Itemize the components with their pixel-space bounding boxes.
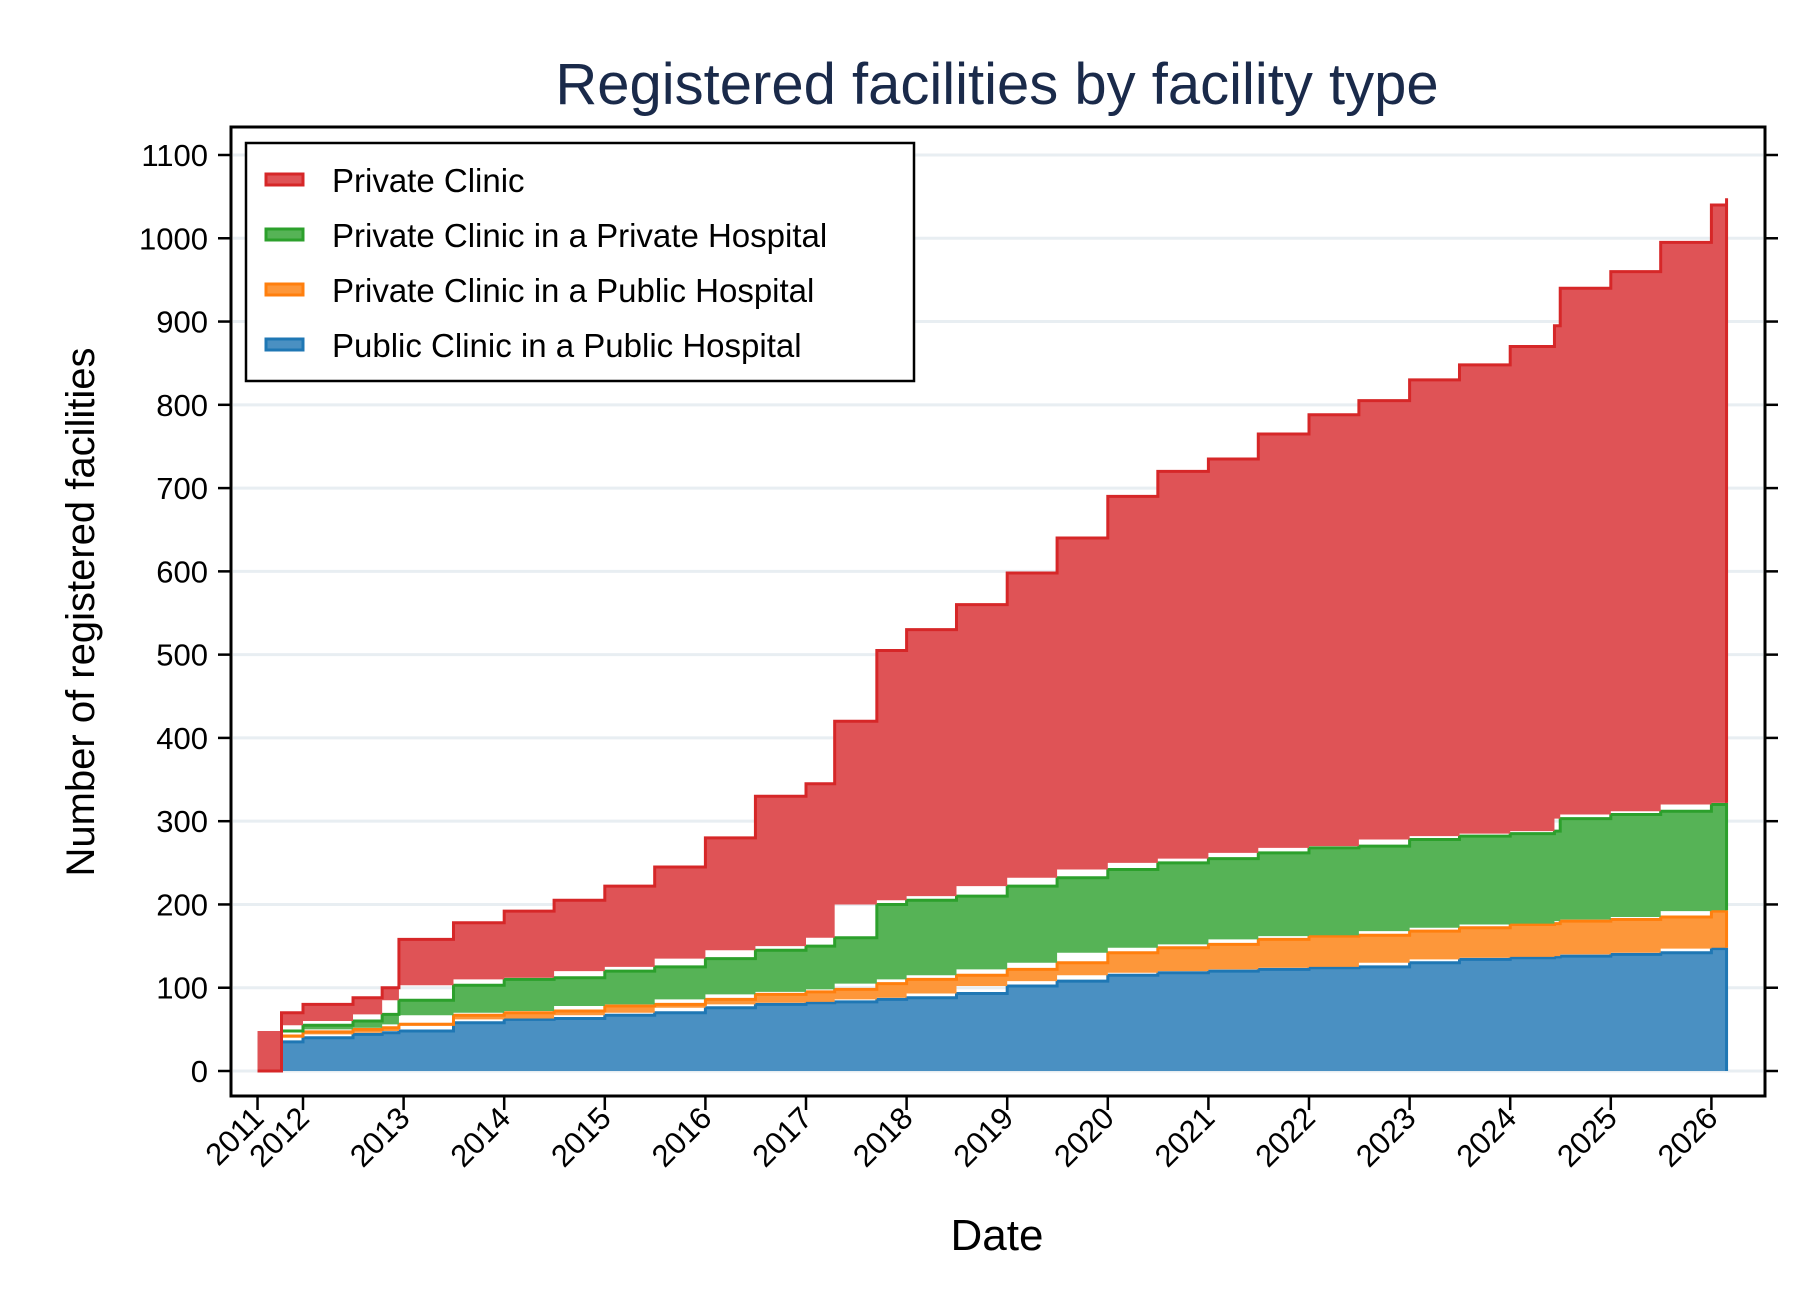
y-tick-label: 1100 bbox=[141, 138, 208, 173]
y-tick-label: 900 bbox=[156, 305, 208, 340]
legend-label: Private Clinic bbox=[332, 162, 525, 199]
legend-box bbox=[244, 141, 916, 383]
legend-swatch bbox=[264, 282, 305, 297]
x-tick-label: 2014 bbox=[444, 1100, 518, 1174]
legend-label: Private Clinic in a Public Hospital bbox=[332, 272, 814, 309]
x-tick-label: 2013 bbox=[343, 1100, 417, 1174]
x-tick-label: 2020 bbox=[1047, 1100, 1121, 1174]
series-line bbox=[257, 802, 1729, 1073]
y-tick-label: 100 bbox=[156, 971, 208, 1006]
x-tick-label: 2017 bbox=[745, 1100, 819, 1174]
area-public-clinic-in-a-public-hospital bbox=[257, 947, 1727, 1071]
y-tick-label: 500 bbox=[156, 638, 208, 673]
area-private-clinic-in-a-public-hospital bbox=[257, 910, 1727, 1071]
chart-title: Registered facilities by facility type bbox=[555, 52, 1438, 117]
legend: Private Clinic Private Clinic in a Privat… bbox=[244, 141, 916, 383]
x-tick-label: 2018 bbox=[846, 1100, 920, 1174]
area-private-clinic bbox=[257, 198, 1727, 1071]
series-line bbox=[257, 198, 1729, 1073]
legend-swatch bbox=[264, 172, 305, 187]
y-tick-label: 1000 bbox=[139, 221, 208, 256]
x-tick-label: 2015 bbox=[544, 1100, 618, 1174]
x-tick-label: 2024 bbox=[1450, 1100, 1524, 1174]
y-tick-label: 300 bbox=[156, 804, 208, 839]
x-tick-label: 2016 bbox=[645, 1100, 719, 1174]
x-tick-label: 2019 bbox=[947, 1100, 1021, 1174]
y-tick-label: 700 bbox=[156, 471, 208, 506]
area-private-clinic-in-a-private-hospital bbox=[257, 802, 1727, 1071]
legend-swatch bbox=[264, 337, 305, 352]
legend-swatch bbox=[264, 227, 305, 242]
x-axis-label: Date bbox=[951, 1211, 1044, 1260]
x-tick-label: 2026 bbox=[1651, 1100, 1725, 1174]
y-tick-label: 400 bbox=[156, 721, 208, 756]
legend-label: Private Clinic in a Private Hospital bbox=[332, 217, 827, 254]
y-tick-label: 800 bbox=[156, 388, 208, 423]
series-line bbox=[257, 947, 1729, 1073]
x-tick-label: 2022 bbox=[1248, 1100, 1322, 1174]
y-tick-label: 200 bbox=[156, 887, 208, 922]
y-axis-label: Number of registered facilities bbox=[59, 347, 103, 876]
x-tick-label: 2025 bbox=[1550, 1100, 1624, 1174]
y-tick-label: 600 bbox=[156, 554, 208, 589]
x-tick-label: 2023 bbox=[1349, 1100, 1423, 1174]
legend-label: Public Clinic in a Public Hospital bbox=[332, 327, 802, 364]
x-tick-label: 2021 bbox=[1148, 1100, 1222, 1174]
y-tick-label: 0 bbox=[191, 1054, 208, 1089]
series-line bbox=[257, 909, 1729, 1073]
